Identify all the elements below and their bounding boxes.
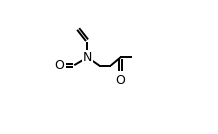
Text: O: O xyxy=(116,74,125,87)
Text: N: N xyxy=(83,51,92,64)
Text: O: O xyxy=(54,59,64,72)
